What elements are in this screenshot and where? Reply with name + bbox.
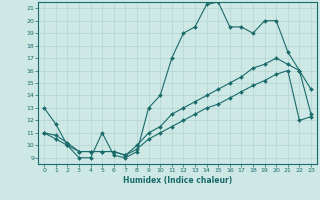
X-axis label: Humidex (Indice chaleur): Humidex (Indice chaleur) (123, 176, 232, 185)
